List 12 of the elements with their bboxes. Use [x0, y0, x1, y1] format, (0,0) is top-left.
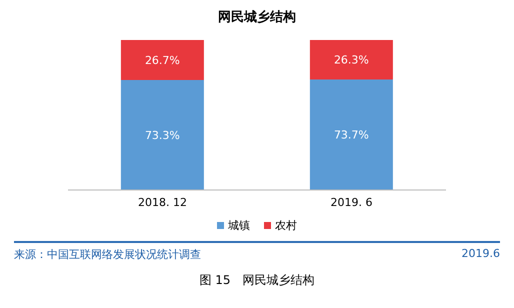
data-label: 26.3%: [334, 54, 369, 67]
data-label: 26.7%: [144, 54, 180, 67]
data-label: 73.7%: [334, 128, 369, 142]
caption: 图 15 网民城乡结构: [198, 272, 316, 289]
data-label: 73.3%: [144, 128, 180, 142]
legend-label: 城镇: [228, 218, 250, 233]
x-tick-label: 2018. 12: [138, 196, 187, 209]
source-note: 来源：中国互联网络发展状况统计调查: [14, 247, 201, 262]
chart-title: 网民城乡结构: [217, 9, 297, 26]
text: 2019.6: [462, 247, 500, 262]
x-tick-label: 2019. 6: [330, 196, 372, 209]
legend-label: 农村: [275, 218, 297, 233]
